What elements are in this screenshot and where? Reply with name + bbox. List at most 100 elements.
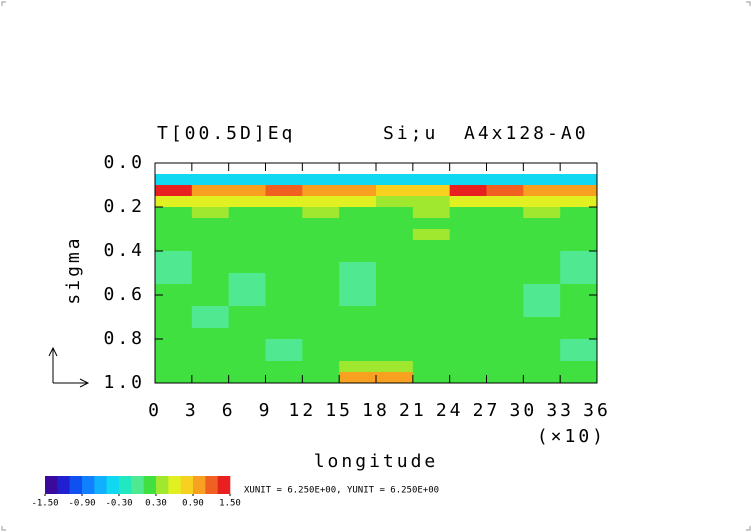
field-cell (412, 372, 451, 384)
field-cell (339, 218, 377, 230)
x-tick-label: 24 (436, 400, 464, 421)
field-cell (265, 262, 303, 274)
field-cell (376, 174, 414, 186)
field-cell (228, 350, 266, 362)
field-cell (376, 339, 414, 351)
field-cell (523, 273, 561, 285)
x-tick-label: 18 (362, 400, 390, 421)
colorbar-box (180, 476, 194, 494)
field-cell (265, 207, 303, 219)
field-cell (339, 350, 377, 362)
field-cell (449, 174, 487, 186)
field-cell (302, 207, 340, 219)
field-cell (265, 240, 303, 252)
field-cell (265, 284, 303, 296)
field-cell (376, 350, 414, 362)
chart-title: T[00.5D]Eq (157, 123, 295, 144)
field-cell (228, 174, 266, 186)
field-cell (339, 185, 377, 197)
field-cell (191, 196, 230, 208)
field-cell (560, 262, 598, 274)
colorbar-box (82, 476, 95, 494)
field-cell (302, 317, 340, 329)
field-cell (302, 361, 340, 373)
field-cell (523, 317, 561, 329)
field-cell (449, 284, 487, 296)
field-cell (486, 339, 524, 351)
colorbar-box (57, 476, 70, 494)
field-cell (155, 284, 193, 296)
field-cell (302, 339, 340, 351)
field-cell (560, 339, 598, 351)
field-cell (155, 218, 193, 230)
field-cell (486, 251, 524, 263)
field-cell (265, 372, 303, 384)
colorbar-box (143, 476, 157, 494)
field-cell (523, 218, 561, 230)
colorbar-box (45, 476, 58, 494)
field-cell (560, 251, 598, 263)
field-cell (560, 196, 598, 208)
field-cell (228, 240, 266, 252)
x-tick-label: 9 (259, 400, 273, 421)
field-cell (265, 317, 303, 329)
field-cell (376, 328, 414, 340)
field-cell (523, 174, 561, 186)
field-cell (523, 251, 561, 263)
field-cell (449, 328, 487, 340)
field-cell (449, 262, 487, 274)
field-cell (191, 273, 230, 285)
chart-title-right: A4x128-A0 (464, 123, 589, 144)
field-cell (228, 185, 266, 197)
field-cell (155, 339, 193, 351)
field-cell (376, 196, 414, 208)
field-cell (265, 185, 303, 197)
field-cell (265, 339, 303, 351)
x-tick-label: 3 (185, 400, 199, 421)
field-cell (265, 328, 303, 340)
field-cell (412, 295, 451, 307)
field-cell (560, 273, 598, 285)
field-cell (302, 229, 340, 241)
field-cell (155, 229, 193, 241)
field-cell (191, 218, 230, 230)
field-cell (228, 339, 266, 351)
field-cell (265, 350, 303, 362)
colorbar-box (69, 476, 83, 494)
field-cell (191, 174, 230, 186)
field-cell (155, 185, 193, 197)
field-cell (265, 361, 303, 373)
field-cell (302, 174, 340, 186)
field-cell (191, 185, 230, 197)
field-cell (560, 229, 598, 241)
field-cell (228, 273, 266, 285)
field-cell (523, 185, 561, 197)
field-cell (302, 185, 340, 197)
field-cell (560, 207, 598, 219)
field-cell (155, 174, 193, 186)
chart-subtitle: Si;u (383, 123, 438, 144)
field-cell (523, 339, 561, 351)
field-cell (155, 372, 193, 384)
field-cell (339, 262, 377, 274)
x-tick-label: 0 (148, 400, 162, 421)
field-cell (449, 372, 487, 384)
field-cell (412, 240, 451, 252)
field-cell (412, 185, 451, 197)
field-cell (523, 284, 561, 296)
field-cell (155, 207, 193, 219)
field-cell (412, 207, 451, 219)
field-cell (302, 284, 340, 296)
field-cell (486, 306, 524, 318)
field-cell (191, 306, 230, 318)
field-cell (191, 284, 230, 296)
field-cell (155, 306, 193, 318)
field-cell (265, 218, 303, 230)
field-cell (560, 350, 598, 362)
unit-vector-legend (48, 346, 90, 388)
field-cell (376, 229, 414, 241)
y-tick-label: 0.2 (103, 196, 145, 217)
field-cell (376, 361, 414, 373)
field-cell (523, 361, 561, 373)
